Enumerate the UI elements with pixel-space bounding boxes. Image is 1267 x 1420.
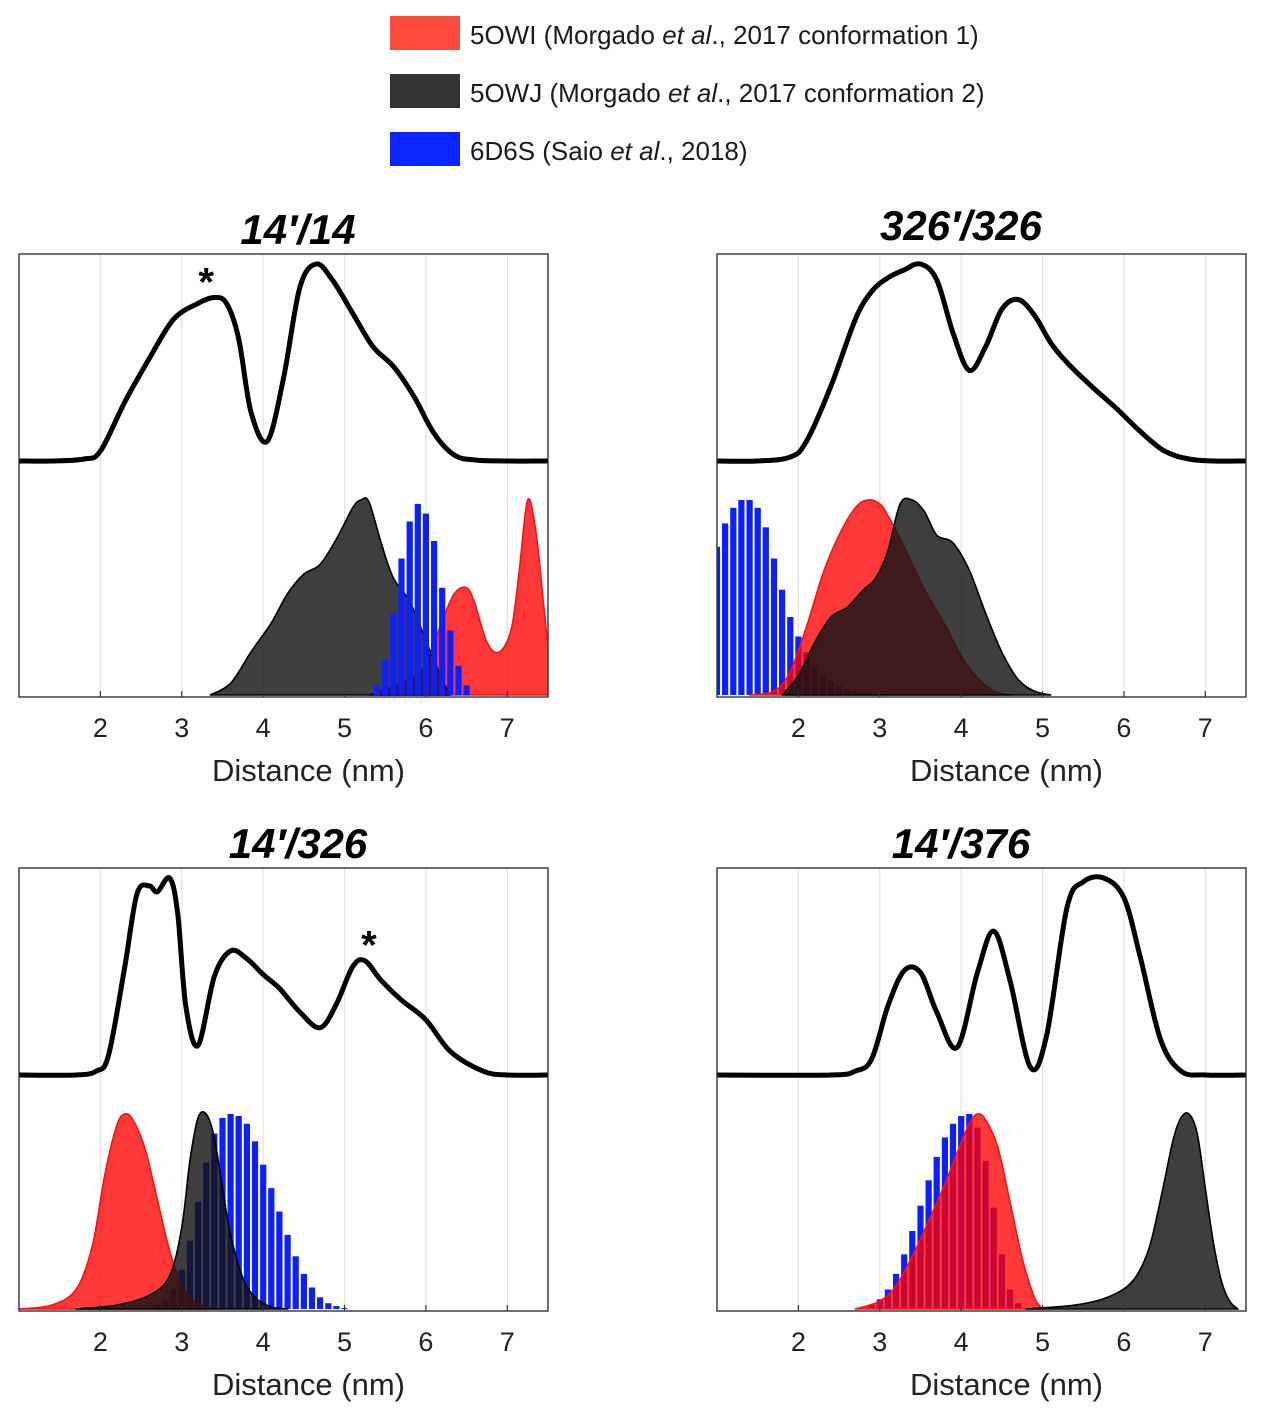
x-axis-label: Distance (nm) [212,753,405,788]
legend-label-6d6s: 6D6S (Saio et al., 2018) [470,136,748,166]
bar-6d6s [406,521,413,695]
x-tick-label: 4 [954,713,969,743]
x-axis-label: Distance (nm) [910,753,1103,788]
bar-6d6s [292,1256,299,1309]
x-tick-label: 6 [1116,1327,1131,1357]
x-tick-label: 2 [93,1327,108,1357]
x-tick-label: 6 [418,713,433,743]
annotation-asterisk: * [361,924,377,968]
plot-content [717,874,1246,1310]
bar-6d6s [463,685,470,696]
panel-14-326: * 2 3 4 5 6 7 Distance (nm) 14′/326 [18,820,549,1402]
bar-6d6s [770,558,778,695]
bar-6d6s [455,665,462,696]
panel-326-326: 2 3 4 5 6 7 Distance (nm) 326′/326 [716,202,1247,788]
panel-title: 14′/326 [229,820,368,867]
x-tick-label: 5 [1035,713,1050,743]
bar-6d6s [754,507,761,695]
bar-6d6s [284,1234,291,1309]
x-tick-label: 4 [256,1327,271,1357]
annotation-asterisk: * [198,260,214,304]
x-tick-label: 2 [93,713,108,743]
x-tick-label: 5 [1035,1327,1050,1357]
x-tick-label: 7 [500,713,515,743]
experimental-distribution-line [717,261,1246,464]
bar-6d6s [268,1188,275,1309]
legend-swatch-6d6s [390,132,460,166]
bar-6d6s [447,630,454,695]
plot-content [19,875,548,1310]
experimental-distribution-line [19,261,548,464]
x-tick-label: 3 [872,1327,887,1357]
bar-6d6s [738,500,745,695]
bar-6d6s [398,558,405,695]
bar-6d6s [300,1273,307,1309]
bar-6d6s [390,613,397,695]
experimental-distribution-line [717,874,1246,1078]
x-tick-label: 3 [174,713,189,743]
axes-frame [716,867,1247,1312]
panel-title: 326′/326 [880,202,1043,249]
x-axis-label: Distance (nm) [212,1367,405,1402]
legend-swatch-5owj [390,74,460,108]
x-tick-label: 3 [174,1327,189,1357]
plot-content [19,261,548,696]
area-5owi [854,1113,1044,1310]
panel-14-376: 2 3 4 5 6 7 Distance (nm) 14′/376 [716,820,1247,1402]
bar-6d6s [276,1211,283,1309]
bar-6d6s [787,617,794,695]
plot-content [717,261,1246,696]
panel-14-14: * 2 3 4 5 6 7 Distance (nm) 14′/14 [18,206,549,788]
panel-title: 14′/376 [892,820,1031,867]
bar-6d6s [317,1297,324,1309]
area-5owj [75,1110,289,1310]
x-tick-label: 6 [418,1327,433,1357]
axes-frame [18,867,549,1312]
bar-6d6s [779,589,786,695]
bar-6d6s [382,659,389,695]
panel-title: 14′/14 [240,206,355,253]
legend-label-5owi: 5OWI (Morgado et al., 2017 conformation … [470,20,979,50]
bar-6d6s [422,513,429,695]
x-tick-label: 2 [791,1327,806,1357]
bar-6d6s [439,587,446,696]
legend: 5OWI (Morgado et al., 2017 conformation … [390,16,985,166]
x-tick-label: 5 [337,713,352,743]
x-tick-label: 6 [1116,713,1131,743]
bar-6d6s [333,1306,340,1309]
x-tick-label: 2 [791,713,806,743]
axes-frame [18,253,549,698]
bar-6d6s [227,1114,234,1309]
x-tick-label: 4 [954,1327,969,1357]
bar-6d6s [722,523,729,695]
bar-6d6s [746,500,753,695]
bar-6d6s [730,507,737,695]
area-5owj [1025,1112,1239,1310]
bar-6d6s [243,1123,250,1310]
x-axis-label: Distance (nm) [910,1367,1103,1402]
x-tick-label: 4 [256,713,271,743]
x-tick-label: 7 [1198,713,1213,743]
legend-swatch-5owi [390,16,460,50]
legend-label-5owj: 5OWJ (Morgado et al., 2017 conformation … [470,78,985,108]
bar-6d6s [260,1164,267,1309]
x-tick-label: 5 [337,1327,352,1357]
x-tick-label: 7 [500,1327,515,1357]
area-5owj [781,497,1052,696]
bar-6d6s [414,503,421,695]
bar-6d6s [431,541,438,695]
bar-6d6s [235,1116,242,1309]
bar-6d6s [251,1141,259,1309]
x-tick-label: 7 [1198,1327,1213,1357]
bar-6d6s [308,1287,316,1309]
experimental-distribution-line [19,875,548,1078]
bar-6d6s [762,527,769,695]
axes-frame [716,253,1247,698]
x-tick-label: 3 [872,713,887,743]
bar-6d6s [374,685,381,696]
bar-6d6s [325,1303,332,1309]
bar-6d6s [717,546,721,695]
